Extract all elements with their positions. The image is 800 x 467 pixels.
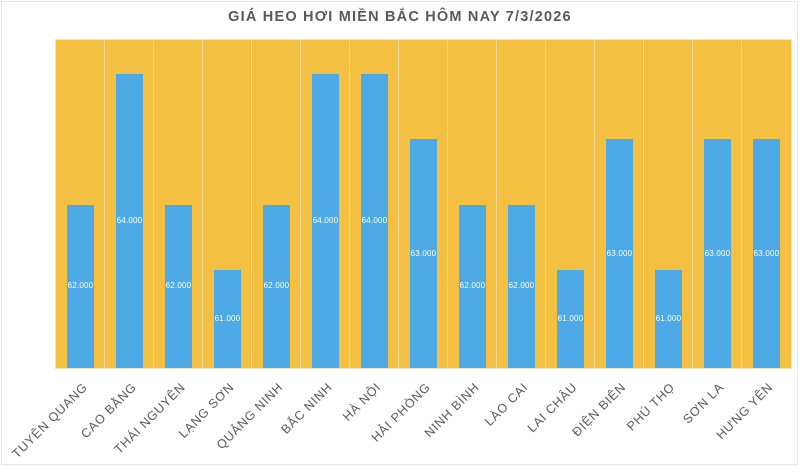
data-label: 63.000 bbox=[410, 248, 437, 258]
data-label: 61.000 bbox=[655, 313, 682, 323]
category-column: 62.000 bbox=[252, 40, 301, 368]
data-label: 63.000 bbox=[704, 248, 731, 258]
category-column: 63.000 bbox=[399, 40, 448, 368]
data-label: 64.000 bbox=[361, 215, 388, 225]
bar[interactable]: 64.000 bbox=[312, 73, 339, 368]
bar[interactable]: 64.000 bbox=[361, 73, 388, 368]
data-label: 63.000 bbox=[606, 248, 633, 258]
data-label: 61.000 bbox=[557, 313, 584, 323]
bar[interactable]: 61.000 bbox=[214, 269, 241, 368]
bar[interactable]: 63.000 bbox=[704, 139, 731, 368]
data-label: 63.000 bbox=[753, 248, 780, 258]
bar[interactable]: 61.000 bbox=[655, 269, 682, 368]
category-column: 64.000 bbox=[350, 40, 399, 368]
data-label: 64.000 bbox=[116, 215, 143, 225]
data-label: 62.000 bbox=[459, 281, 486, 291]
category-column: 61.000 bbox=[546, 40, 595, 368]
bar[interactable]: 62.000 bbox=[263, 204, 290, 368]
category-column: 62.000 bbox=[154, 40, 203, 368]
data-label: 62.000 bbox=[263, 281, 290, 291]
bar[interactable]: 62.000 bbox=[67, 204, 94, 368]
category-column: 62.000 bbox=[497, 40, 546, 368]
category-column: 62.000 bbox=[56, 40, 105, 368]
bar[interactable]: 62.000 bbox=[165, 204, 192, 368]
data-label: 64.000 bbox=[312, 215, 339, 225]
category-column: 63.000 bbox=[595, 40, 644, 368]
category-column: 63.000 bbox=[693, 40, 742, 368]
bar[interactable]: 62.000 bbox=[508, 204, 535, 368]
bar[interactable]: 63.000 bbox=[753, 139, 780, 368]
chart-title: GIÁ HEO HƠI MIỀN BẮC HÔM NAY 7/3/2026 bbox=[228, 9, 572, 25]
bar[interactable]: 62.000 bbox=[459, 204, 486, 368]
bar[interactable]: 64.000 bbox=[116, 73, 143, 368]
category-column: 61.000 bbox=[644, 40, 693, 368]
category-column: 63.000 bbox=[742, 40, 791, 368]
bar[interactable]: 61.000 bbox=[557, 269, 584, 368]
category-column: 64.000 bbox=[105, 40, 154, 368]
plot-area: 62.000 64.000 62.000 61.000 62.000 64.000 64.0… bbox=[56, 40, 791, 368]
data-label: 62.000 bbox=[165, 281, 192, 291]
category-column: 62.000 bbox=[448, 40, 497, 368]
category-column: 64.000 bbox=[301, 40, 350, 368]
bar[interactable]: 63.000 bbox=[606, 139, 633, 368]
category-column: 61.000 bbox=[203, 40, 252, 368]
data-label: 61.000 bbox=[214, 313, 241, 323]
bar[interactable]: 63.000 bbox=[410, 139, 437, 368]
data-label: 62.000 bbox=[508, 281, 535, 291]
data-label: 62.000 bbox=[67, 281, 94, 291]
